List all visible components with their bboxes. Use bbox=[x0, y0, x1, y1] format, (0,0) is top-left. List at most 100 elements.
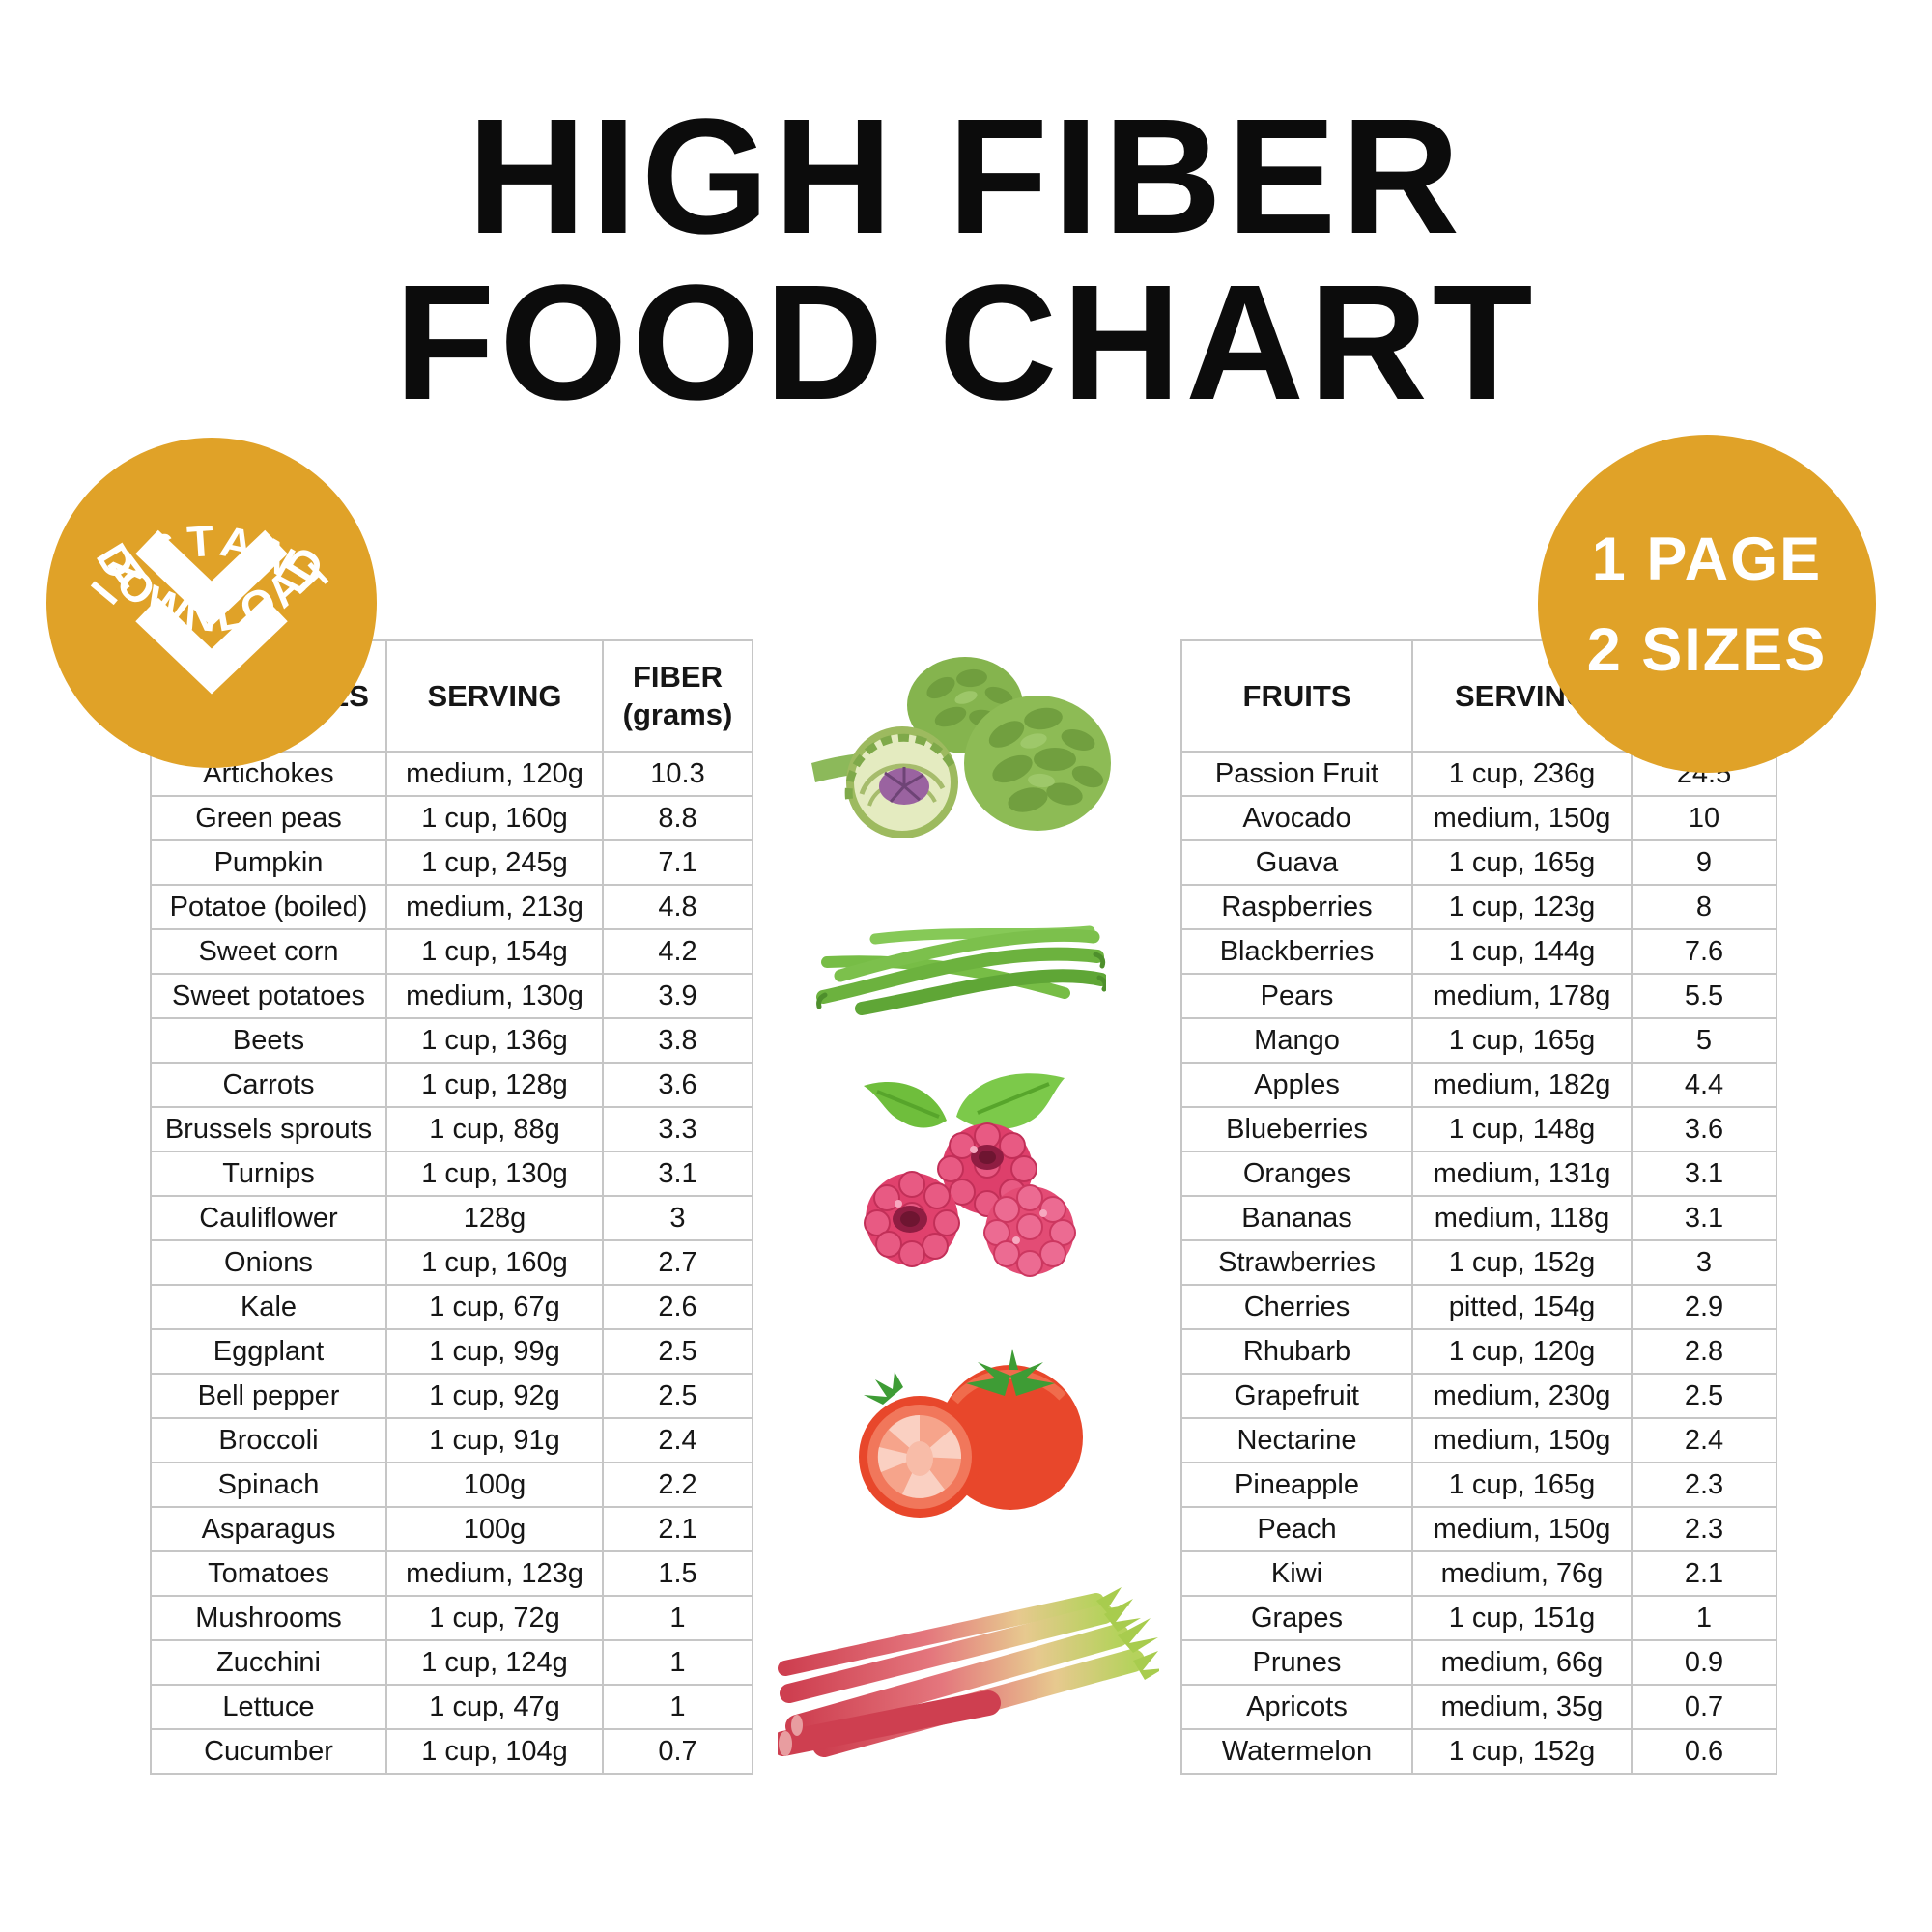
serving-cell: 1 cup, 165g bbox=[1411, 839, 1633, 886]
fruits-table: FRUITS SERVING FIBER (grams) Passion Fru… bbox=[1180, 639, 1777, 1775]
food-name-cell: Prunes bbox=[1180, 1639, 1413, 1686]
serving-cell: 100g bbox=[385, 1506, 604, 1552]
artichokes-image bbox=[806, 649, 1115, 847]
fiber-value-cell: 10 bbox=[1631, 795, 1777, 841]
food-name-cell: Eggplant bbox=[150, 1328, 387, 1375]
table-row: Bell pepper 1 cup, 92g 2.5 bbox=[150, 1373, 753, 1419]
fiber-value-cell: 3.3 bbox=[602, 1106, 753, 1152]
pages-badge-line2: 2 SIZES bbox=[1587, 616, 1828, 684]
serving-cell: medium, 66g bbox=[1411, 1639, 1633, 1686]
serving-cell: 1 cup, 160g bbox=[385, 1239, 604, 1286]
fiber-value-cell: 2.5 bbox=[602, 1373, 753, 1419]
serving-cell: 1 cup, 120g bbox=[1411, 1328, 1633, 1375]
serving-cell: medium, 178g bbox=[1411, 973, 1633, 1019]
table-row: Apples medium, 182g 4.4 bbox=[1180, 1062, 1777, 1108]
serving-cell: 1 cup, 165g bbox=[1411, 1462, 1633, 1508]
table-row: Sweet corn 1 cup, 154g 4.2 bbox=[150, 928, 753, 975]
fiber-header: FIBER (grams) bbox=[602, 639, 753, 753]
food-name-cell: Lettuce bbox=[150, 1684, 387, 1730]
food-name-cell: Brussels sprouts bbox=[150, 1106, 387, 1152]
instant-download-badge: INSTANT DOWNLOAD bbox=[46, 438, 377, 768]
fiber-value-cell: 3 bbox=[602, 1195, 753, 1241]
food-name-cell: Pumpkin bbox=[150, 839, 387, 886]
food-name-cell: Carrots bbox=[150, 1062, 387, 1108]
table-row: Cauliflower 128g 3 bbox=[150, 1195, 753, 1241]
fruits-header: FRUITS bbox=[1180, 639, 1413, 753]
fiber-value-cell: 7.1 bbox=[602, 839, 753, 886]
food-name-cell: Beets bbox=[150, 1017, 387, 1064]
serving-cell: medium, 150g bbox=[1411, 1506, 1633, 1552]
food-name-cell: Apples bbox=[1180, 1062, 1413, 1108]
serving-cell: medium, 130g bbox=[385, 973, 604, 1019]
fiber-value-cell: 4.4 bbox=[1631, 1062, 1777, 1108]
serving-cell: 1 cup, 152g bbox=[1411, 1239, 1633, 1286]
table-row: Grapefruit medium, 230g 2.5 bbox=[1180, 1373, 1777, 1419]
page-title: HIGH FIBER FOOD CHART bbox=[0, 85, 1932, 435]
serving-cell: medium, 230g bbox=[1411, 1373, 1633, 1419]
serving-cell: 1 cup, 92g bbox=[385, 1373, 604, 1419]
table-row: Green peas 1 cup, 160g 8.8 bbox=[150, 795, 753, 841]
food-name-cell: Grapefruit bbox=[1180, 1373, 1413, 1419]
food-name-cell: Artichokes bbox=[150, 751, 387, 797]
fiber-value-cell: 2.5 bbox=[602, 1328, 753, 1375]
food-name-cell: Sweet corn bbox=[150, 928, 387, 975]
table-row: Nectarine medium, 150g 2.4 bbox=[1180, 1417, 1777, 1463]
table-row: Kiwi medium, 76g 2.1 bbox=[1180, 1550, 1777, 1597]
serving-cell: 1 cup, 245g bbox=[385, 839, 604, 886]
vegetables-table: VEGETABLES SERVING FIBER (grams) Articho… bbox=[150, 639, 753, 1775]
table-row: Raspberries 1 cup, 123g 8 bbox=[1180, 884, 1777, 930]
fiber-header-line1: FIBER bbox=[633, 659, 723, 694]
serving-cell: 1 cup, 128g bbox=[385, 1062, 604, 1108]
table-row: Kale 1 cup, 67g 2.6 bbox=[150, 1284, 753, 1330]
food-name-cell: Oranges bbox=[1180, 1151, 1413, 1197]
serving-cell: 1 cup, 99g bbox=[385, 1328, 604, 1375]
fiber-value-cell: 2.9 bbox=[1631, 1284, 1777, 1330]
table-row: Pumpkin 1 cup, 245g 7.1 bbox=[150, 839, 753, 886]
fiber-value-cell: 7.6 bbox=[1631, 928, 1777, 975]
food-name-cell: Rhubarb bbox=[1180, 1328, 1413, 1375]
badge-circle bbox=[1538, 435, 1876, 773]
fiber-value-cell: 0.7 bbox=[602, 1728, 753, 1775]
serving-cell: 1 cup, 91g bbox=[385, 1417, 604, 1463]
table-row: Pears medium, 178g 5.5 bbox=[1180, 973, 1777, 1019]
serving-cell: 1 cup, 154g bbox=[385, 928, 604, 975]
fiber-value-cell: 2.3 bbox=[1631, 1506, 1777, 1552]
serving-cell: 1 cup, 123g bbox=[1411, 884, 1633, 930]
fiber-value-cell: 1 bbox=[602, 1684, 753, 1730]
table-row: Mushrooms 1 cup, 72g 1 bbox=[150, 1595, 753, 1641]
table-row: Eggplant 1 cup, 99g 2.5 bbox=[150, 1328, 753, 1375]
table-row: Grapes 1 cup, 151g 1 bbox=[1180, 1595, 1777, 1641]
table-row: Lettuce 1 cup, 47g 1 bbox=[150, 1684, 753, 1730]
page-title-line1: HIGH FIBER bbox=[467, 85, 1465, 269]
table-row: Mango 1 cup, 165g 5 bbox=[1180, 1017, 1777, 1064]
table-row: Passion Fruit 1 cup, 236g 24.5 bbox=[1180, 751, 1777, 797]
serving-cell: 1 cup, 67g bbox=[385, 1284, 604, 1330]
rhubarb-image bbox=[778, 1579, 1159, 1771]
serving-cell: 128g bbox=[385, 1195, 604, 1241]
food-name-cell: Kiwi bbox=[1180, 1550, 1413, 1597]
food-name-cell: Watermelon bbox=[1180, 1728, 1413, 1775]
food-name-cell: Onions bbox=[150, 1239, 387, 1286]
serving-cell: medium, 182g bbox=[1411, 1062, 1633, 1108]
table-row: Zucchini 1 cup, 124g 1 bbox=[150, 1639, 753, 1686]
fiber-value-cell: 5.5 bbox=[1631, 973, 1777, 1019]
pages-sizes-badge: 1 PAGE 2 SIZES bbox=[1538, 435, 1876, 773]
serving-cell: 1 cup, 88g bbox=[385, 1106, 604, 1152]
tomatoes-image bbox=[838, 1341, 1096, 1522]
fiber-value-cell: 3.6 bbox=[1631, 1106, 1777, 1152]
table-row: Rhubarb 1 cup, 120g 2.8 bbox=[1180, 1328, 1777, 1375]
fiber-header-line2: (grams) bbox=[622, 696, 733, 731]
fiber-value-cell: 3.8 bbox=[602, 1017, 753, 1064]
food-name-cell: Bell pepper bbox=[150, 1373, 387, 1419]
serving-cell: medium, 35g bbox=[1411, 1684, 1633, 1730]
fiber-value-cell: 2.3 bbox=[1631, 1462, 1777, 1508]
food-name-cell: Broccoli bbox=[150, 1417, 387, 1463]
food-name-cell: Spinach bbox=[150, 1462, 387, 1508]
fiber-value-cell: 2.4 bbox=[1631, 1417, 1777, 1463]
page-title-line2: FOOD CHART bbox=[394, 250, 1538, 435]
table-row: Apricots medium, 35g 0.7 bbox=[1180, 1684, 1777, 1730]
food-name-cell: Cucumber bbox=[150, 1728, 387, 1775]
food-name-cell: Pears bbox=[1180, 973, 1413, 1019]
fiber-value-cell: 3.6 bbox=[602, 1062, 753, 1108]
